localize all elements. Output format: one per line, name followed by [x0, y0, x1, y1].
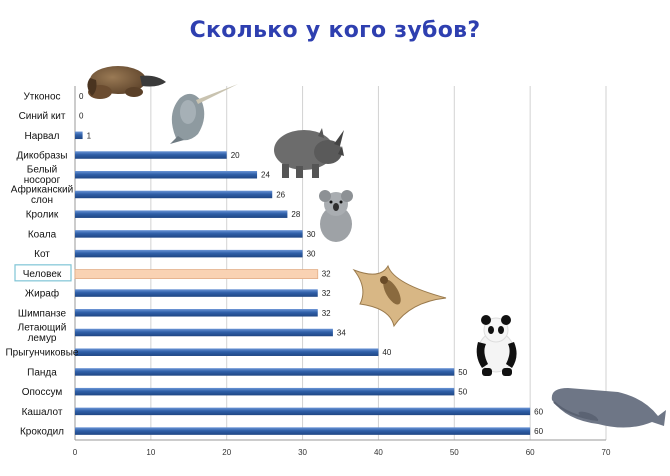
- grid-layer: [74, 86, 607, 441]
- bar: [74, 269, 319, 279]
- bar: [75, 190, 273, 199]
- category-label: Панда: [27, 367, 57, 378]
- data-label: 50: [458, 368, 467, 377]
- x-tick-label: 60: [526, 448, 535, 457]
- data-label: 0: [79, 92, 84, 101]
- data-label: 32: [322, 269, 331, 278]
- x-tick-label: 50: [450, 448, 459, 457]
- chart-title: Сколько у кого зубов?: [189, 18, 481, 43]
- category-label: Дикобразы: [17, 150, 68, 162]
- bar: [75, 151, 227, 159]
- category-label: Коала: [28, 229, 57, 240]
- data-label: 1: [87, 131, 92, 140]
- data-label: 30: [307, 250, 316, 259]
- data-label: 40: [382, 348, 391, 357]
- category-label: Африканский: [11, 183, 73, 195]
- highlight-label-box: [14, 264, 72, 282]
- category-label: Крокодил: [20, 427, 64, 438]
- platypus-icon: [87, 66, 166, 99]
- bar: [75, 131, 83, 140]
- category-label: Белый: [27, 165, 57, 176]
- flying-lemur-icon: [352, 264, 447, 328]
- bar: [75, 170, 258, 179]
- data-label: 32: [322, 309, 331, 318]
- category-label: носорог: [24, 175, 61, 186]
- category-label: Летающий: [18, 323, 67, 334]
- x-tick-label: 40: [374, 448, 383, 457]
- bar: [75, 387, 455, 396]
- data-label: 34: [337, 329, 346, 338]
- data-label: 26: [276, 190, 285, 199]
- category-label: Опоссум: [22, 387, 63, 398]
- bar: [75, 368, 455, 376]
- category-label: Синий кит: [19, 111, 66, 122]
- category-label: Прыгунчиковые: [5, 348, 78, 359]
- bar: [75, 230, 303, 238]
- bar: [75, 210, 288, 218]
- bar: [75, 309, 318, 317]
- bar: [75, 407, 531, 416]
- data-label: 30: [307, 230, 316, 239]
- data-label: 50: [458, 388, 467, 397]
- x-tick-label: 30: [298, 448, 307, 457]
- data-label: 28: [291, 210, 300, 219]
- data-label: 24: [261, 171, 270, 180]
- data-label: 20: [231, 151, 240, 160]
- sperm-whale-icon: [551, 388, 666, 428]
- category-label: Кот: [34, 249, 50, 260]
- koala-icon: [319, 190, 353, 242]
- bars-layer: [74, 131, 531, 435]
- bar: [75, 348, 379, 356]
- category-label: Шимпанзе: [18, 308, 67, 319]
- x-tick-label: 70: [602, 448, 611, 457]
- category-label: слон: [31, 195, 53, 206]
- x-tick-label: 10: [146, 448, 155, 457]
- category-label: лемур: [28, 333, 57, 344]
- data-label: 60: [534, 407, 543, 416]
- panda-icon: [476, 315, 517, 376]
- rhinoceros-icon: [274, 128, 344, 178]
- data-label: 60: [534, 427, 543, 436]
- bar: [75, 249, 303, 258]
- category-label: Кашалот: [22, 407, 63, 418]
- bar: [75, 328, 333, 337]
- bar: [75, 427, 531, 435]
- category-label: Кролик: [26, 210, 59, 221]
- category-label: Жираф: [25, 288, 59, 300]
- category-label: Утконос: [23, 91, 60, 102]
- data-label: 0: [79, 112, 84, 121]
- x-tick-label: 20: [222, 448, 231, 457]
- narwhal-icon: [170, 84, 238, 144]
- category-label: Нарвал: [25, 131, 60, 142]
- x-tick-label: 0: [73, 448, 78, 457]
- labels-layer: 0 10 20 30 40 50 60 70 0 Утконос 0 Синий кит 1 Нарвал…: [5, 91, 611, 457]
- data-label: 32: [322, 289, 331, 298]
- bar: [75, 289, 318, 297]
- category-label: Человек: [23, 269, 62, 280]
